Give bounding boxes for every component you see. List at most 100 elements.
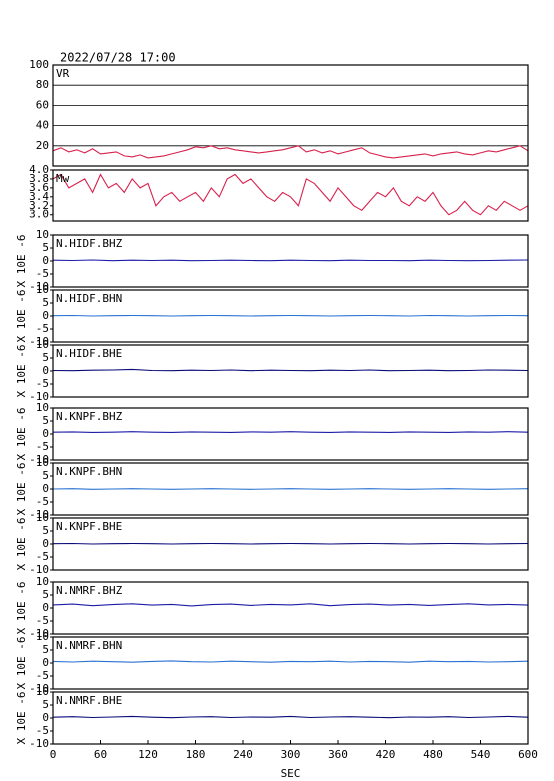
trace-line xyxy=(52,660,529,663)
y-tick-label: 20 xyxy=(36,139,49,152)
y-tick-label: -10 xyxy=(29,280,49,293)
y-tick-label: 0 xyxy=(42,537,49,550)
x-tick-label: 360 xyxy=(328,748,348,761)
trace-line xyxy=(52,173,529,216)
y-tick-label: 0 xyxy=(42,711,49,724)
x-tick-label: 600 xyxy=(518,748,538,761)
y-tick-label: -10 xyxy=(29,335,49,348)
y-axis-label: X 10E -6 xyxy=(15,463,28,516)
panel-label: N.NMRF.BHN xyxy=(56,639,122,652)
y-tick-label: -5 xyxy=(36,267,49,280)
y-tick-label: 5 xyxy=(42,469,49,482)
y-tick-label: -5 xyxy=(36,377,49,390)
panel-label: N.NMRF.BHE xyxy=(56,694,122,707)
y-axis-label: X 10E -6 xyxy=(15,582,28,635)
y-tick-label: 10 xyxy=(36,630,49,643)
x-tick-label: 0 xyxy=(50,748,57,761)
panel-label: N.KNPF.BHZ xyxy=(56,410,123,423)
y-tick-label: 0 xyxy=(42,656,49,669)
panel-frame xyxy=(52,636,529,690)
x-tick-label: 300 xyxy=(281,748,301,761)
panel-label: VR xyxy=(56,67,70,80)
y-tick-label: -5 xyxy=(36,440,49,453)
y-axis-label: X 10E -6 xyxy=(15,345,28,398)
y-tick-label: 10 xyxy=(36,228,49,241)
trace-line xyxy=(52,603,529,607)
panel-label: N.HIDF.BHN xyxy=(56,292,122,305)
y-axis-label: X 10E -6 xyxy=(15,692,28,745)
panel-label: Mw xyxy=(56,172,70,185)
panel-frame xyxy=(52,289,529,343)
y-tick-label: -10 xyxy=(29,627,49,640)
y-tick-label: 10 xyxy=(36,338,49,351)
trace-line xyxy=(52,488,529,490)
y-tick-label: 0 xyxy=(42,309,49,322)
y-tick-label: -5 xyxy=(36,495,49,508)
panel-frame xyxy=(52,64,529,167)
y-tick-label: 10 xyxy=(36,401,49,414)
y-tick-label: 3.0 xyxy=(29,208,49,221)
trace-line xyxy=(52,314,529,317)
x-tick-label: 540 xyxy=(471,748,491,761)
panel-label: N.KNPF.BHE xyxy=(56,520,122,533)
x-axis-label: SEC xyxy=(281,767,301,780)
trace-line xyxy=(52,145,529,159)
y-tick-label: -5 xyxy=(36,614,49,627)
y-tick-label: 100 xyxy=(29,58,49,71)
y-tick-label: -5 xyxy=(36,724,49,737)
y-tick-label: -10 xyxy=(29,737,49,750)
trace-line xyxy=(52,368,529,372)
y-tick-label: 5 xyxy=(42,296,49,309)
y-axis-label: X 10E -6 xyxy=(15,290,28,343)
y-tick-label: -5 xyxy=(36,322,49,335)
panel-frame xyxy=(52,407,529,461)
y-tick-label: -10 xyxy=(29,508,49,521)
panel-frame xyxy=(52,344,529,398)
y-axis-label: X 10E -6 xyxy=(15,235,28,288)
y-tick-label: -5 xyxy=(36,550,49,563)
panel-frame xyxy=(52,691,529,745)
trace-line xyxy=(52,259,529,262)
y-tick-label: 80 xyxy=(36,78,49,91)
y-tick-label: 0 xyxy=(42,601,49,614)
panel-frame xyxy=(52,517,529,571)
trace-line xyxy=(52,715,529,719)
y-tick-label: 3.2 xyxy=(29,199,49,212)
x-tick-label: 240 xyxy=(233,748,253,761)
y-tick-label: 3.6 xyxy=(29,181,49,194)
y-tick-label: 0 xyxy=(42,254,49,267)
trace-line xyxy=(52,542,529,545)
y-tick-label: 5 xyxy=(42,698,49,711)
y-tick-label: 3.8 xyxy=(29,172,49,185)
panel-label: N.NMRF.BHZ xyxy=(56,584,123,597)
panel-frame xyxy=(52,234,529,288)
x-tick-label: 420 xyxy=(376,748,396,761)
y-tick-label: 5 xyxy=(42,241,49,254)
y-tick-label: 10 xyxy=(36,456,49,469)
panel-label: N.KNPF.BHN xyxy=(56,465,122,478)
y-tick-label: 0 xyxy=(42,427,49,440)
y-tick-label: 10 xyxy=(36,511,49,524)
y-axis-label: X 10E -6 xyxy=(15,637,28,690)
y-tick-label: 5 xyxy=(42,524,49,537)
panel-frame xyxy=(52,581,529,635)
y-tick-label: 5 xyxy=(42,588,49,601)
y-tick-label: -10 xyxy=(29,563,49,576)
panel-frame xyxy=(52,169,529,222)
y-axis-label: X 10E -6 xyxy=(15,518,28,571)
panel-label: N.HIDF.BHZ xyxy=(56,237,123,250)
y-tick-label: 5 xyxy=(42,351,49,364)
y-tick-label: -10 xyxy=(29,390,49,403)
x-tick-label: 120 xyxy=(138,748,158,761)
y-tick-label: 5 xyxy=(42,414,49,427)
y-tick-label: 0 xyxy=(42,364,49,377)
y-tick-label: -5 xyxy=(36,669,49,682)
panel-frame xyxy=(52,462,529,516)
y-tick-label: 5 xyxy=(42,643,49,656)
y-axis-label: X 10E -6 xyxy=(15,408,28,461)
y-tick-label: 3.4 xyxy=(29,190,49,203)
y-tick-label: 4.0 xyxy=(29,163,49,176)
x-tick-label: 60 xyxy=(94,748,107,761)
x-tick-label: 480 xyxy=(423,748,443,761)
